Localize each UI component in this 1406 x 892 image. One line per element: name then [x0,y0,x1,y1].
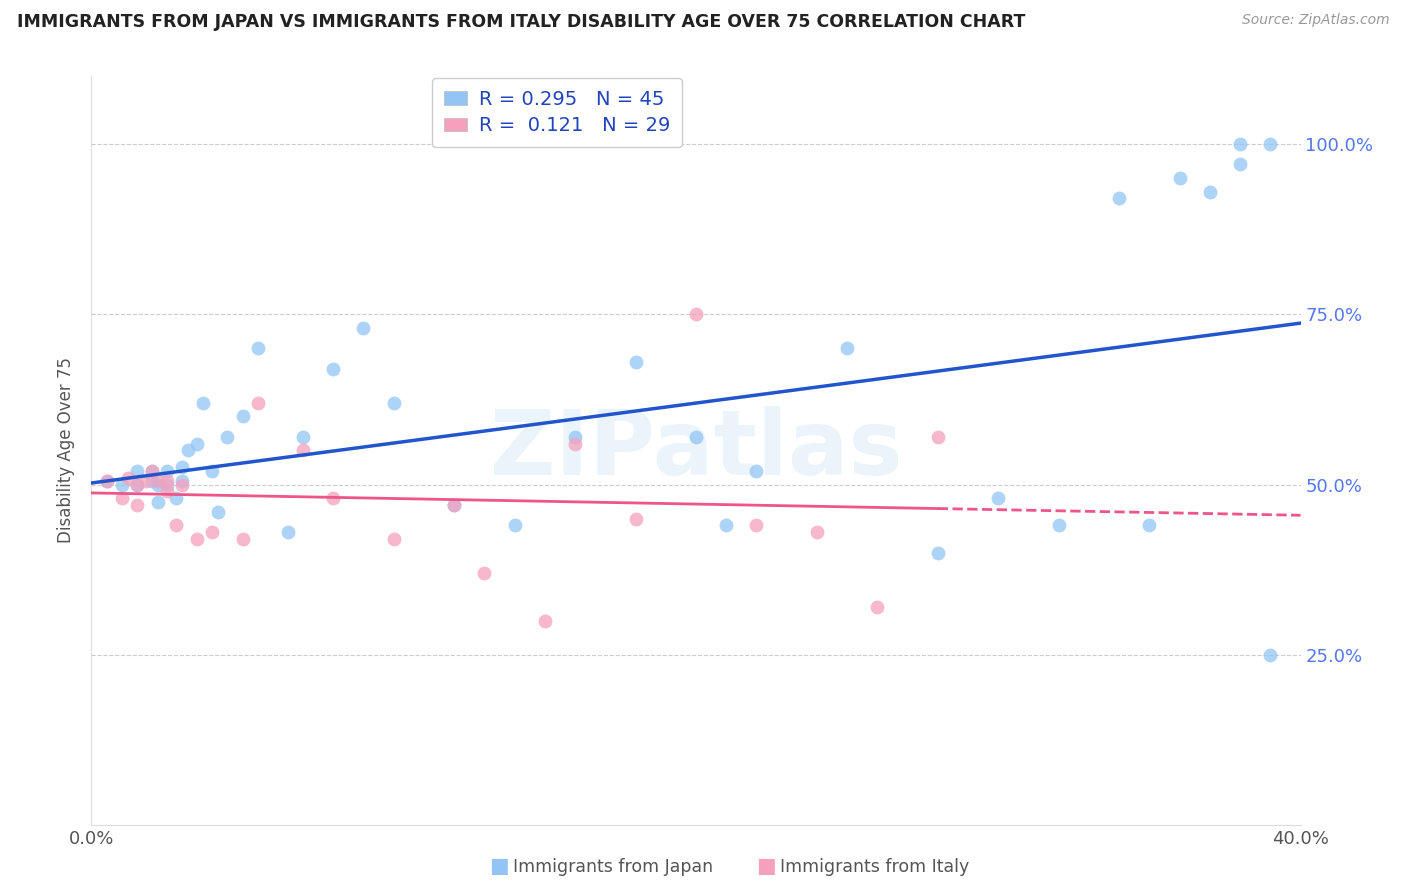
Point [111,477,132,491]
Point [156,477,179,491]
Point [125,498,148,512]
Point [135,474,157,488]
Point [207,505,229,519]
Point [564,430,586,444]
Legend: R = 0.295   N = 45, R =  0.121   N = 29: R = 0.295 N = 45, R = 0.121 N = 29 [432,78,682,147]
Point [806,525,828,540]
Point [172,474,194,488]
Point [186,436,208,450]
Point [231,409,253,424]
Point [685,307,707,321]
Point [443,498,465,512]
Text: Immigrants from Japan: Immigrants from Japan [513,858,713,876]
Point [172,477,194,491]
Text: Source: ZipAtlas.com: Source: ZipAtlas.com [1241,13,1389,28]
Point [217,430,239,444]
Point [186,532,208,546]
Point [231,532,253,546]
Text: IMMIGRANTS FROM JAPAN VS IMMIGRANTS FROM ITALY DISABILITY AGE OVER 75 CORRELATIO: IMMIGRANTS FROM JAPAN VS IMMIGRANTS FROM… [17,13,1025,31]
Point [1229,157,1251,171]
Point [322,361,344,376]
Point [111,491,132,505]
Point [277,525,299,540]
Point [141,464,163,478]
Point [125,464,148,478]
Point [835,341,858,355]
Point [193,396,215,410]
Point [201,525,224,540]
Point [382,396,405,410]
Point [564,436,586,450]
Point [624,355,647,369]
Point [382,532,405,546]
Point [352,321,374,335]
Point [714,518,737,533]
Point [156,484,179,499]
Point [322,491,344,505]
Point [624,511,647,525]
Point [246,396,269,410]
Point [533,614,555,628]
Point [146,494,169,508]
Text: Immigrants from Italy: Immigrants from Italy [780,858,970,876]
Point [156,464,179,478]
Point [125,477,148,491]
Point [125,477,148,491]
Point [246,341,269,355]
Point [141,464,163,478]
Point [443,498,465,512]
Point [1229,136,1251,151]
Point [156,474,179,488]
Point [1260,648,1282,662]
Point [172,460,194,475]
Point [745,464,768,478]
Point [1260,136,1282,151]
Point [141,474,163,488]
Point [1168,171,1191,186]
Text: ■: ■ [756,856,776,876]
Point [146,477,169,491]
Point [1139,518,1161,533]
Text: ■: ■ [489,856,509,876]
Point [292,430,315,444]
Point [472,566,495,580]
Point [927,546,949,560]
Point [146,474,169,488]
Y-axis label: Disability Age Over 75: Disability Age Over 75 [58,358,76,543]
Point [292,443,315,458]
Point [503,518,526,533]
Point [685,430,707,444]
Point [165,491,187,505]
Point [117,471,139,485]
Point [1047,518,1070,533]
Point [96,474,118,488]
Point [96,474,118,488]
Point [201,464,224,478]
Point [1198,185,1220,199]
Point [987,491,1010,505]
Point [745,518,768,533]
Point [927,430,949,444]
Point [177,443,200,458]
Point [165,518,187,533]
Text: ZIPatlas: ZIPatlas [489,407,903,494]
Point [1108,191,1130,205]
Point [866,600,889,615]
